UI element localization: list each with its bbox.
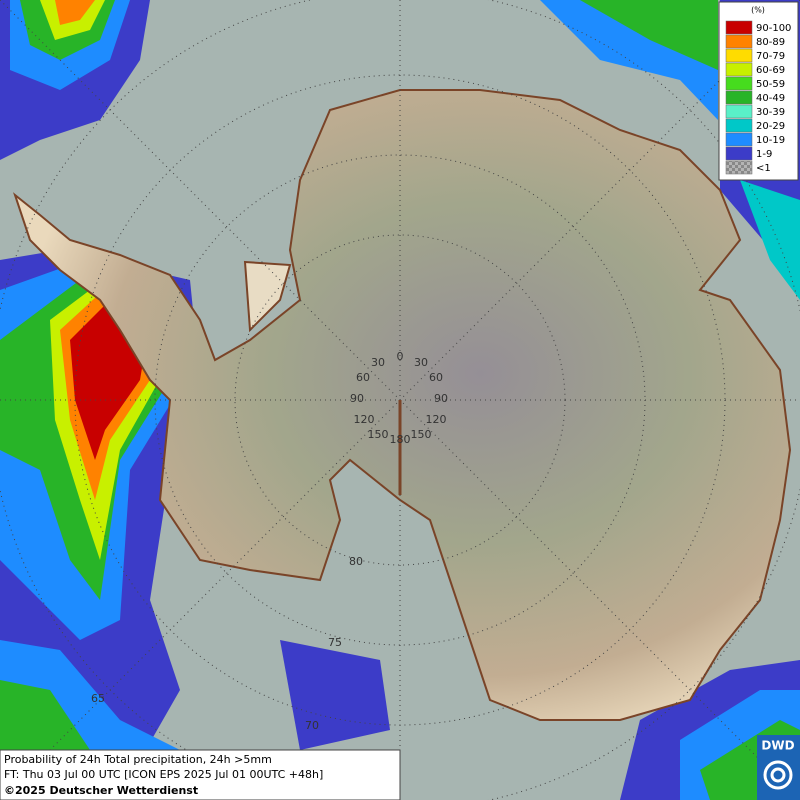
legend-swatch [725, 20, 753, 35]
graticule-label: 70 [305, 719, 319, 732]
graticule-label: 60 [356, 371, 370, 384]
logo-icon [770, 767, 786, 783]
ice-shelf [243, 260, 292, 333]
legend-label: 90-100 [756, 23, 791, 34]
graticule-label: 90 [434, 392, 448, 405]
legend-label: 1-9 [756, 149, 772, 160]
graticule-label: 120 [354, 413, 375, 426]
logo-text: DWD [761, 739, 794, 753]
legend-label: 30-39 [756, 107, 785, 118]
legend: (%) 90-100 80-89 70-79 60-69 50-59 40-49 30-39… [718, 1, 799, 181]
legend-label: <1 [756, 163, 771, 174]
logo: DWD [757, 735, 800, 800]
caption-box [0, 749, 401, 800]
legend-label: 20-29 [756, 121, 785, 132]
graticule-label: 75 [328, 636, 342, 649]
graticule-label: 60 [429, 371, 443, 384]
legend-label: 60-69 [756, 65, 785, 76]
legend-unit: (%) [751, 6, 765, 15]
legend-label: 80-89 [756, 37, 785, 48]
legend-label: 70-79 [756, 51, 785, 62]
legend-swatch [725, 34, 753, 49]
legend-label: 50-59 [756, 79, 785, 90]
legend-swatch [725, 118, 753, 133]
graticule-label: 120 [426, 413, 447, 426]
legend-swatch [725, 48, 753, 63]
graticule-label: 150 [411, 428, 432, 441]
legend-swatch [725, 146, 753, 161]
legend-swatch [725, 132, 753, 147]
legend-swatch [725, 90, 753, 105]
antarctica [12, 89, 792, 721]
caption-copyright: ©2025 Deutscher Wetterdienst [4, 784, 198, 797]
logo-icon [763, 760, 793, 790]
legend-label: 40-49 [756, 93, 785, 104]
graticule-label: 150 [368, 428, 389, 441]
graticule-label: 180 [390, 433, 411, 446]
legend-swatch [725, 76, 753, 91]
legend-label: 10-19 [756, 135, 785, 146]
caption: Probability of 24h Total precipitation, … [0, 749, 401, 800]
legend-swatch-pattern [726, 161, 752, 174]
caption-title: Probability of 24h Total precipitation, … [4, 753, 272, 766]
caption-forecast: FT: Thu 03 Jul 00 UTC [ICON EPS 2025 Jul… [4, 768, 323, 781]
legend-swatch [725, 62, 753, 77]
legend-swatch [725, 104, 753, 119]
graticule-label: 90 [350, 392, 364, 405]
graticule-label: 0 [397, 350, 404, 363]
graticule-label: 65 [91, 692, 105, 705]
graticule-label: 80 [349, 555, 363, 568]
graticule-label: 30 [414, 356, 428, 369]
graticule-label: 30 [371, 356, 385, 369]
